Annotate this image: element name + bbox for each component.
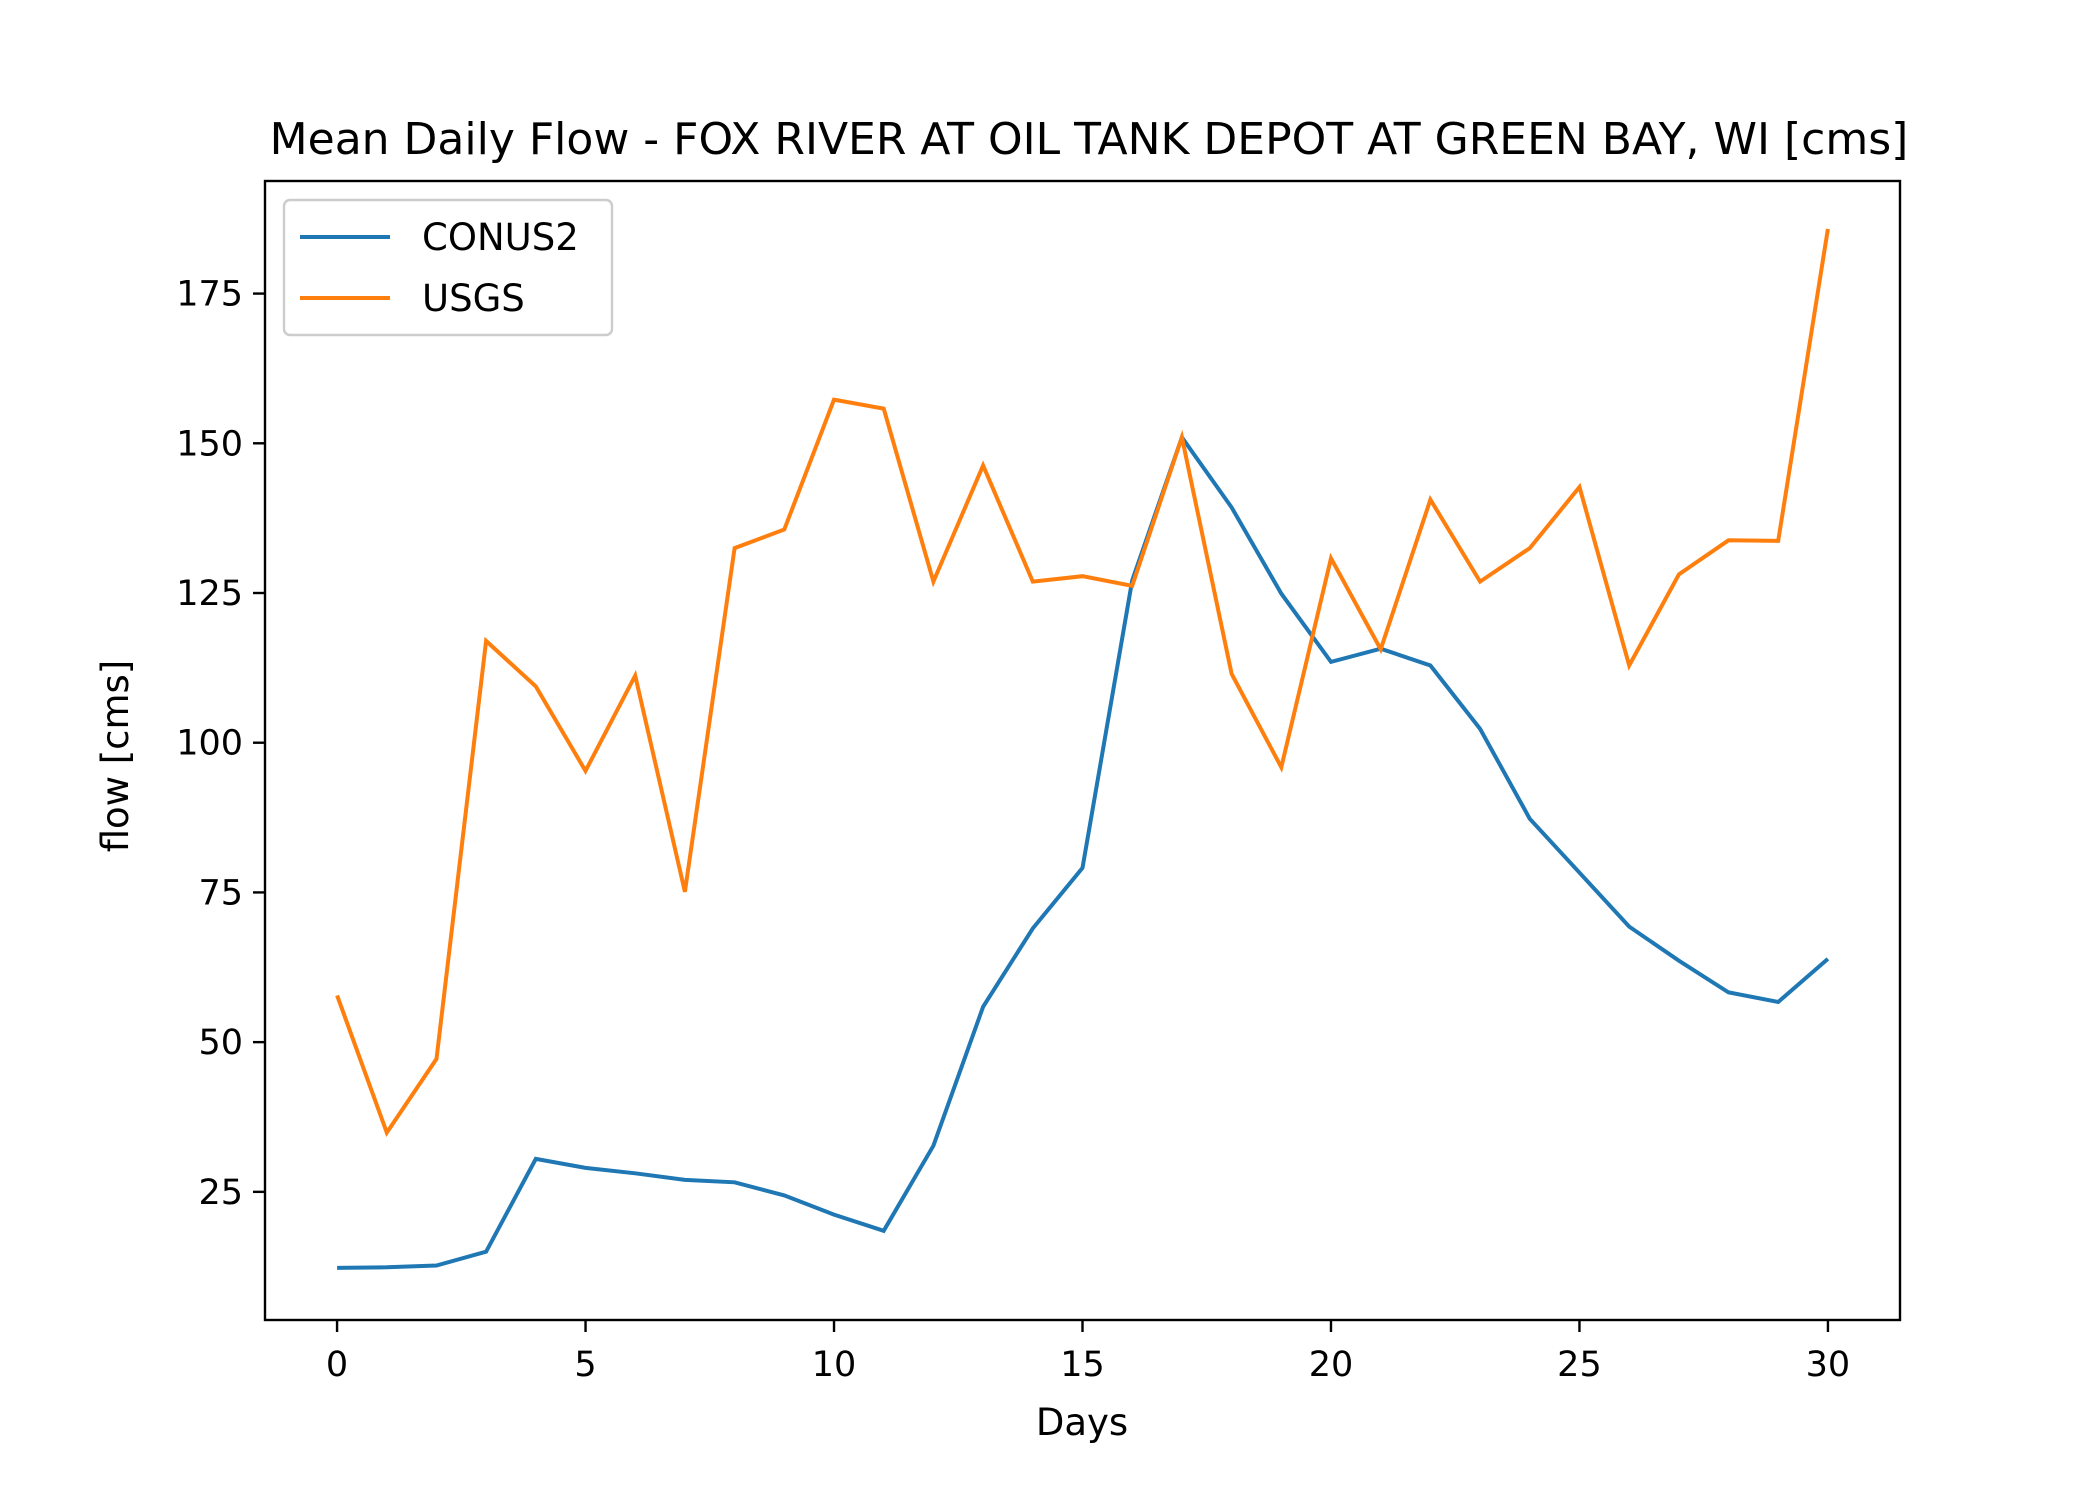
x-tick-label: 0 <box>326 1345 348 1385</box>
y-tick-label: 25 <box>198 1173 243 1213</box>
y-tick-label: 175 <box>176 275 243 315</box>
series-line-usgs <box>335 228 1830 1137</box>
x-tick-label: 15 <box>1060 1345 1105 1385</box>
x-axis: 0 5 10 15 20 25 30 <box>326 1320 1850 1385</box>
plot-lines <box>335 228 1830 1270</box>
legend-label-conus2: CONUS2 <box>422 216 579 259</box>
series-line-conus2 <box>337 432 1830 1270</box>
x-tick-label: 25 <box>1557 1345 1602 1385</box>
y-tick-label: 100 <box>176 724 243 764</box>
y-axis-label: flow [cms] <box>94 660 137 853</box>
legend-label-usgs: USGS <box>422 277 525 320</box>
y-axis: 25 50 75 100 125 150 175 <box>176 275 265 1213</box>
y-tick-label: 75 <box>198 873 243 913</box>
y-tick-label: 150 <box>176 424 243 464</box>
y-tick-label: 50 <box>198 1023 243 1063</box>
x-tick-label: 30 <box>1806 1345 1851 1385</box>
x-tick-label: 5 <box>574 1345 596 1385</box>
plot-frame <box>263 179 1902 1322</box>
chart-title: Mean Daily Flow - FOX RIVER AT OIL TANK … <box>270 114 1909 165</box>
x-tick-label: 20 <box>1309 1345 1354 1385</box>
legend-box <box>282 198 614 337</box>
x-tick-label: 10 <box>812 1345 857 1385</box>
y-tick-label: 125 <box>176 574 243 614</box>
x-axis-label: Days <box>1036 1401 1128 1444</box>
legend: CONUS2 USGS <box>282 198 614 337</box>
